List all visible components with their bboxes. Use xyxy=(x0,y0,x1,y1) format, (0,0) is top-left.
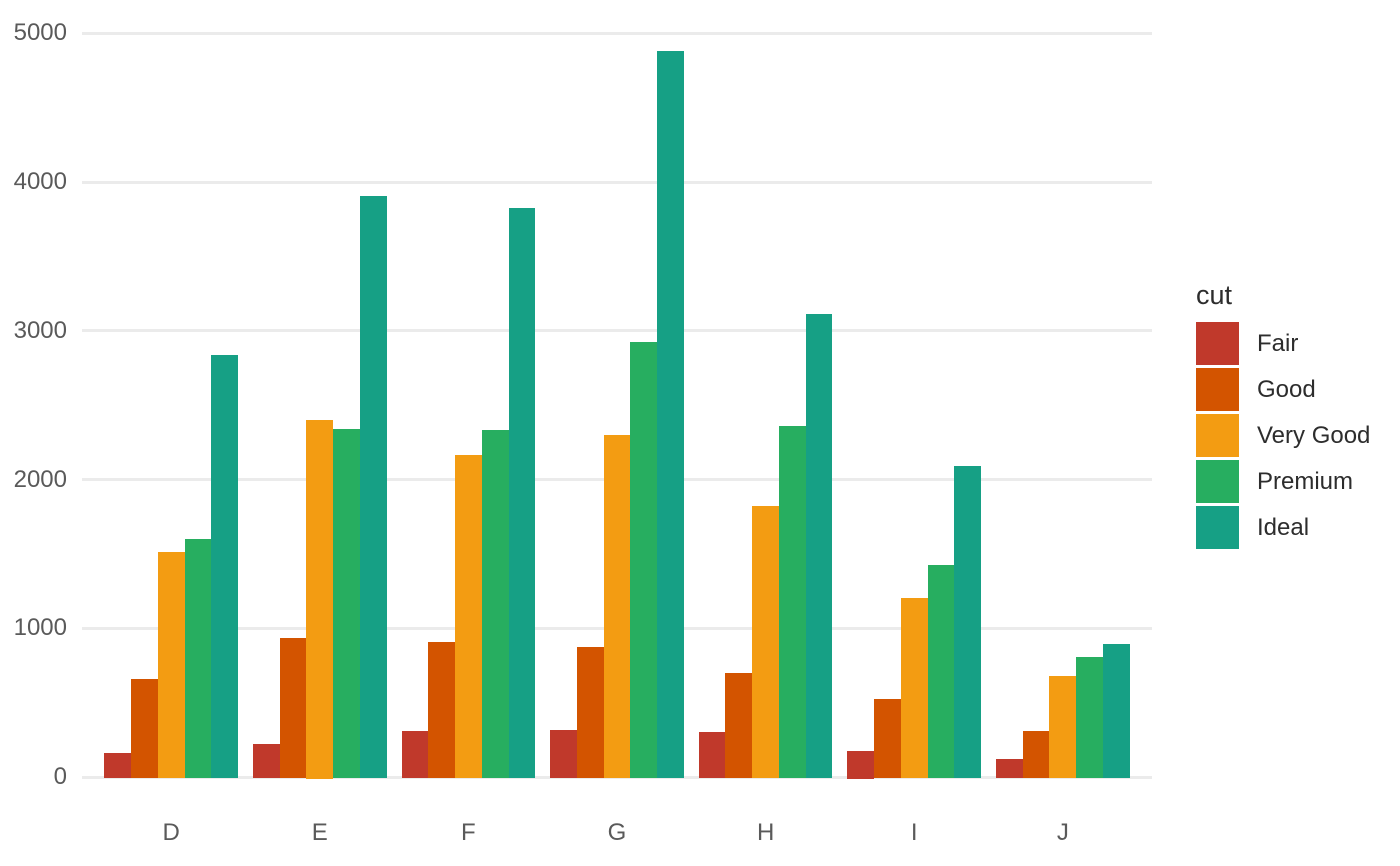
bar-G-very-good xyxy=(603,435,631,779)
x-tick-label-I: I xyxy=(910,819,918,846)
y-tick-label-3000: 3000 xyxy=(13,316,67,344)
bar-H-ideal xyxy=(805,313,833,779)
legend-swatch-very-good xyxy=(1196,414,1239,457)
legend-item-very-good: Very Good xyxy=(1196,414,1396,457)
bar-E-fair xyxy=(252,743,280,779)
legend-swatch-fair xyxy=(1196,322,1239,365)
legend-swatch-ideal xyxy=(1196,506,1239,549)
bar-D-good xyxy=(131,678,158,779)
legend-swatch-good xyxy=(1196,368,1239,411)
legend-label: Fair xyxy=(1257,330,1299,357)
bar-H-premium xyxy=(778,425,806,779)
bar-H-very-good xyxy=(752,505,779,779)
bar-D-fair xyxy=(104,752,132,779)
bar-J-ideal xyxy=(1102,643,1130,779)
legend-label: Very Good xyxy=(1257,422,1371,449)
bar-E-ideal xyxy=(359,196,387,779)
gridline-y-5000 xyxy=(82,31,1152,35)
bar-J-fair xyxy=(995,759,1023,779)
y-tick-label-0: 0 xyxy=(53,763,67,790)
bar-F-premium xyxy=(481,430,509,779)
y-tick-label-4000: 4000 xyxy=(13,168,67,195)
legend-item-premium: Premium xyxy=(1196,460,1396,503)
bar-I-premium xyxy=(927,564,955,779)
bar-G-premium xyxy=(630,342,658,779)
bar-I-very-good xyxy=(900,597,928,779)
bar-F-good xyxy=(428,641,455,779)
bar-I-ideal xyxy=(954,465,982,779)
bar-I-good xyxy=(874,699,901,779)
legend-title: cut xyxy=(1196,280,1233,310)
legend-item-good: Good xyxy=(1196,368,1396,411)
legend-item-fair: Fair xyxy=(1196,322,1396,365)
bar-D-premium xyxy=(184,538,212,779)
bar-D-very-good xyxy=(157,551,185,779)
bar-H-good xyxy=(725,672,753,779)
bar-J-good xyxy=(1022,731,1050,779)
bar-D-ideal xyxy=(211,355,239,779)
x-tick-label-F: F xyxy=(461,819,476,846)
bar-F-ideal xyxy=(508,207,536,779)
x-tick-label-E: E xyxy=(311,819,328,846)
bar-J-very-good xyxy=(1049,676,1077,779)
bar-H-fair xyxy=(698,731,726,779)
gridline-y-4000 xyxy=(82,180,1152,184)
bar-E-good xyxy=(279,638,307,779)
bar-E-premium xyxy=(333,429,360,779)
bar-J-premium xyxy=(1076,656,1103,779)
bar-F-very-good xyxy=(455,455,482,779)
bar-E-very-good xyxy=(306,420,334,779)
bar-G-good xyxy=(576,647,604,779)
y-tick-label-1000: 1000 xyxy=(13,614,67,642)
y-tick-label-5000: 5000 xyxy=(13,19,67,47)
legend-swatch-premium xyxy=(1196,460,1239,503)
legend-label: Good xyxy=(1257,376,1316,403)
x-tick-label-G: G xyxy=(607,819,627,846)
bar-G-ideal xyxy=(657,50,684,779)
x-tick-label-J: J xyxy=(1056,819,1069,846)
gridline-y-3000 xyxy=(82,329,1152,333)
bar-F-fair xyxy=(401,730,429,779)
bar-G-fair xyxy=(550,730,577,779)
y-tick-label-2000: 2000 xyxy=(13,465,67,493)
x-tick-label-D: D xyxy=(162,819,180,846)
legend-label: Premium xyxy=(1257,468,1354,495)
legend-label: Ideal xyxy=(1257,514,1310,541)
legend-item-ideal: Ideal xyxy=(1196,506,1396,549)
bar-I-fair xyxy=(847,750,875,779)
x-tick-label-H: H xyxy=(756,819,775,846)
